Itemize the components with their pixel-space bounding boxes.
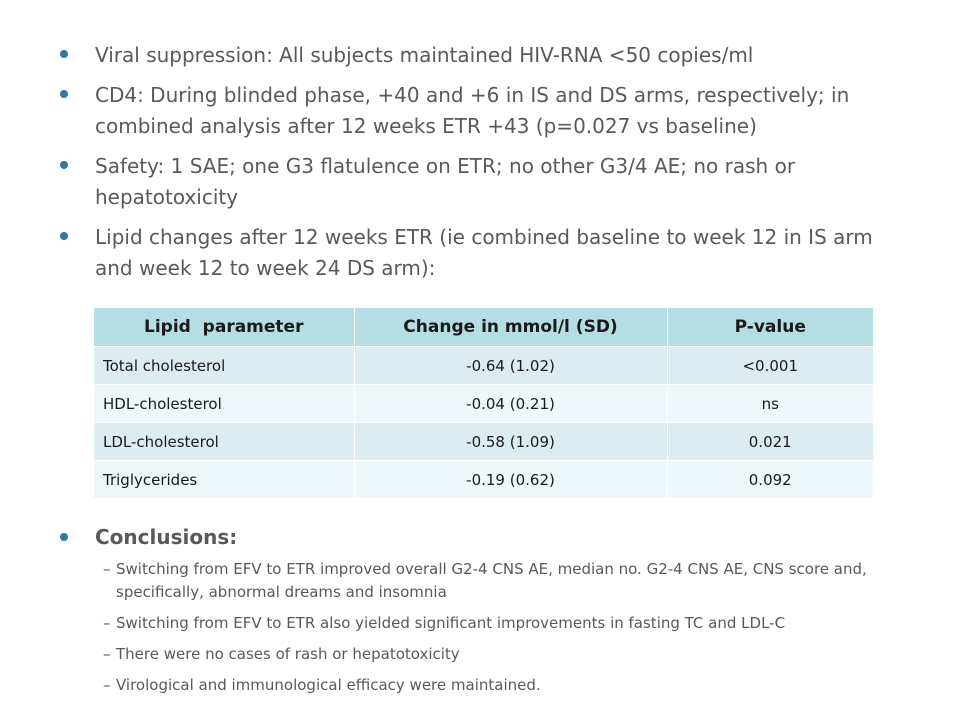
dash-icon: – — [103, 560, 111, 578]
bullet-dot-icon — [60, 90, 68, 98]
bullet-dot-icon — [60, 161, 68, 169]
conclusion-text: Switching from EFV to ETR improved overa… — [116, 560, 867, 601]
conclusion-item: – Switching from EFV to ETR also yielded … — [58, 612, 898, 635]
dash-icon: – — [103, 614, 111, 632]
conclusion-item: – Switching from EFV to ETR improved over… — [58, 558, 898, 604]
dash-icon: – — [103, 676, 111, 694]
conclusions-heading-text: Conclusions: — [95, 525, 238, 549]
conclusion-item: – Virological and immunological efficacy … — [58, 674, 898, 697]
bullet-item: Safety: 1 SAE; one G3 flatulence on ETR;… — [58, 151, 878, 213]
bullet-text: CD4: During blinded phase, +40 and +6 in… — [95, 83, 850, 138]
cell-parameter: Triglycerides — [94, 460, 355, 498]
conclusion-text: Virological and immunological efficacy w… — [116, 676, 541, 694]
bullet-text: Lipid changes after 12 weeks ETR (ie com… — [95, 225, 873, 280]
table-row: Triglycerides -0.19 (0.62) 0.092 — [94, 460, 873, 498]
table-row: LDL-cholesterol -0.58 (1.09) 0.021 — [94, 422, 873, 461]
bullet-item: CD4: During blinded phase, +40 and +6 in… — [58, 80, 878, 142]
bullet-item: Viral suppression: All subjects maintain… — [58, 40, 878, 71]
bullet-dot-icon — [60, 50, 68, 58]
table-row: Total cholesterol -0.64 (1.02) <0.001 — [94, 346, 873, 385]
cell-change: -0.19 (0.62) — [354, 460, 668, 498]
conclusion-text: Switching from EFV to ETR also yielded s… — [116, 614, 786, 632]
table-row: HDL-cholesterol -0.04 (0.21) ns — [94, 384, 873, 423]
cell-parameter: Total cholesterol — [94, 346, 355, 385]
cell-p-value: ns — [667, 384, 873, 423]
header-change: Change in mmol/l (SD) — [354, 308, 668, 347]
header-p-value: P-value — [667, 308, 873, 347]
cell-parameter: HDL-cholesterol — [94, 384, 355, 423]
conclusion-item: – There were no cases of rash or hepatoto… — [58, 643, 898, 666]
cell-p-value: <0.001 — [667, 346, 873, 385]
cell-change: -0.04 (0.21) — [354, 384, 668, 423]
conclusions-list: – Switching from EFV to ETR improved over… — [58, 558, 898, 697]
conclusions-section: Conclusions: – Switching from EFV to ETR … — [58, 522, 898, 705]
header-lipid-parameter: Lipid parameter — [94, 308, 355, 347]
lipid-table: Lipid parameter Change in mmol/l (SD) P-… — [94, 308, 873, 498]
bullet-dot-icon — [60, 232, 68, 240]
table-header-row: Lipid parameter Change in mmol/l (SD) P-… — [94, 308, 873, 347]
bullet-dot-icon — [60, 533, 68, 541]
cell-change: -0.64 (1.02) — [354, 346, 668, 385]
cell-parameter: LDL-cholesterol — [94, 422, 355, 461]
cell-p-value: 0.021 — [667, 422, 873, 461]
bullet-text: Safety: 1 SAE; one G3 flatulence on ETR;… — [95, 154, 796, 209]
bullet-text: Viral suppression: All subjects maintain… — [95, 43, 754, 67]
cell-change: -0.58 (1.09) — [354, 422, 668, 461]
dash-icon: – — [103, 645, 111, 663]
bullet-list: Viral suppression: All subjects maintain… — [58, 40, 878, 293]
conclusions-heading: Conclusions: — [58, 522, 898, 552]
bullet-item: Lipid changes after 12 weeks ETR (ie com… — [58, 222, 878, 284]
cell-p-value: 0.092 — [667, 460, 873, 498]
conclusion-text: There were no cases of rash or hepatotox… — [116, 645, 460, 663]
